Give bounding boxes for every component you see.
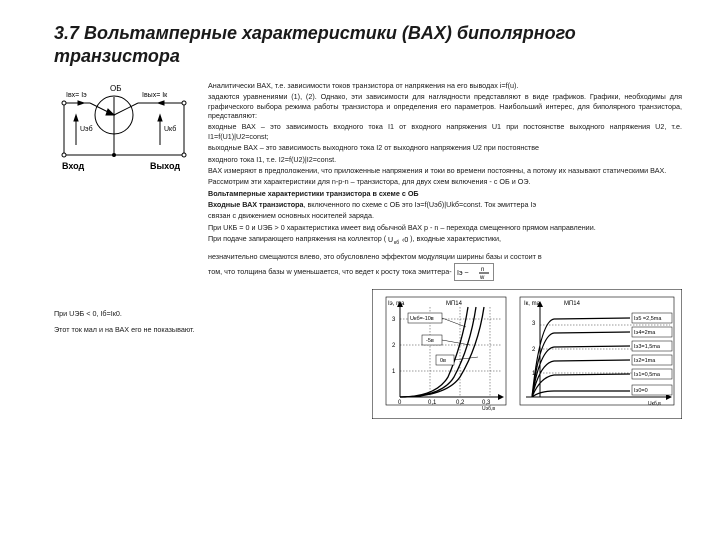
svg-text:0,2: 0,2 [456,400,465,406]
svg-text:Iэ1=0,5ma: Iэ1=0,5ma [634,372,661,378]
para: входного тока I1, т.е. I2=f(U2)|I2=const… [208,155,682,164]
svg-text:n: n [481,267,484,273]
body-text: Аналитически ВАХ, т.е. зависимости токов… [208,81,682,283]
svg-text:U: U [388,237,393,244]
para: При UЭБ < 0, Iб=Iк0. [54,309,362,318]
svg-text:Uкб,в: Uкб,в [648,401,661,407]
para: связан с движением основных носителей за… [208,211,682,220]
para: При подаче запирающего напряжения на кол… [208,234,682,244]
page-title: 3.7 Вольтамперные характеристики (BAX) б… [54,22,682,67]
out-label: Выход [150,161,180,171]
svg-text:Iэ, ma: Iэ, ma [388,301,405,307]
svg-text:кб: кб [394,240,399,244]
para: Рассмотрим эти характеристики для n-p-n … [208,177,682,186]
svg-text:Iэ4=2ma: Iэ4=2ma [634,330,656,336]
para: ВАХ измеряют в предположении, что прилож… [208,166,682,175]
circuit-diagram: ОБ Iвх= Iэ Iвых= Iк Uэб Uкб Вход Выход [54,81,194,283]
para: выходные ВАХ – это зависимость выходного… [208,143,682,152]
para-bold: Вольтамперные характеристики транзистора… [208,189,682,198]
svg-text:Iэ0=0: Iэ0=0 [634,388,648,394]
svg-text:0,1: 0,1 [428,400,437,406]
para: Входные ВАХ транзистора, включенного по … [208,200,682,209]
para: При UКБ = 0 и UЭБ > 0 характеристика име… [208,223,682,232]
svg-text:0в: 0в [440,358,446,364]
svg-text:МП14: МП14 [446,301,463,307]
svg-text:Uэб,в: Uэб,в [482,406,495,412]
svg-text:Iк, ma: Iк, ma [524,301,541,307]
para: Аналитически ВАХ, т.е. зависимости токов… [208,81,682,90]
svg-text:Iэ2=1ma: Iэ2=1ma [634,358,656,364]
svg-text:Iэ5 =2,5ma: Iэ5 =2,5ma [634,316,662,322]
svg-text:Iэ3=1,5ma: Iэ3=1,5ma [634,344,661,350]
para: задаются уравнениями (1), (2). Однако, э… [208,92,682,120]
ie-label: Iвх= Iэ [66,92,87,99]
para: Этот ток мал и на ВАХ его не показывают. [54,325,362,334]
vax-charts: 0 0,1 0,2 0,3 Iэ, ma МП14 Uэб,в 1 2 3 [372,289,682,419]
ueb-label: Uэб [80,125,93,133]
svg-text:-5в: -5в [426,338,434,344]
ukb-label: Uкб [164,125,176,133]
svg-text:Iэ ~: Iэ ~ [457,270,469,277]
ik-label: Iвых= Iк [142,92,168,99]
ob-label: ОБ [110,84,121,93]
svg-text:‹0: ‹0 [402,237,408,244]
para: незначительно смещаются влево, это обусл… [208,252,682,261]
svg-text:Uкб=-10в: Uкб=-10в [410,316,434,322]
para: входные ВАХ – это зависимость входного т… [208,122,682,141]
para: том, что толщина базы w уменьшается, что… [208,263,682,281]
svg-text:w: w [479,275,485,281]
lower-text: При UЭБ < 0, Iб=Iк0. Этот ток мал и на В… [54,289,362,419]
in-label: Вход [62,161,85,171]
svg-text:МП14: МП14 [564,301,581,307]
